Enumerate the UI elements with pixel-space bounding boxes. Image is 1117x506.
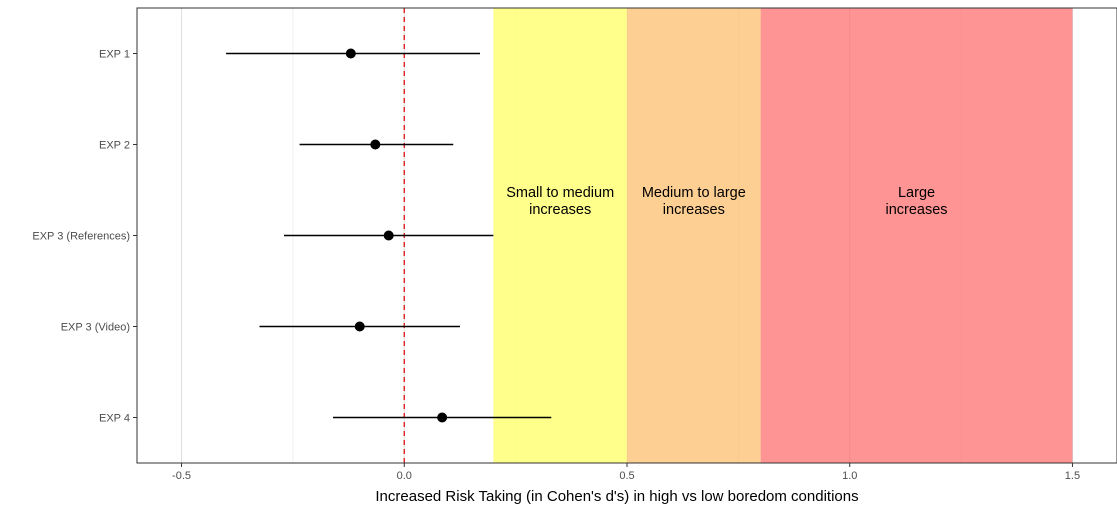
band-label-2-line-2: increases (663, 202, 725, 218)
y-tick-label: EXP 3 (Video) (61, 322, 130, 334)
point-estimate (437, 412, 448, 423)
point-estimate (345, 48, 356, 59)
x-axis: -0.5 0.0 0.5 1.0 1.5 (172, 463, 1080, 482)
band-label-1-line-1: Small to medium (506, 185, 614, 201)
point-estimate (383, 230, 394, 241)
effect-band-2 (627, 8, 761, 463)
x-axis-title: Increased Risk Taking (in Cohen's d's) i… (375, 488, 858, 505)
band-label-3-line-1: Large (898, 185, 935, 201)
point-estimate (370, 139, 381, 150)
x-tick-label: 1.5 (1065, 470, 1080, 482)
y-axis: EXP 1 EXP 2 EXP 3 (References) EXP 3 (Video… (32, 49, 137, 425)
x-tick-label: -0.5 (172, 470, 191, 482)
x-tick-label: 1.0 (842, 470, 857, 482)
band-label-1-line-2: increases (529, 202, 591, 218)
x-tick-label: 0.0 (397, 470, 412, 482)
y-tick-label: EXP 1 (99, 49, 130, 61)
band-label-3-line-2: increases (886, 202, 948, 218)
y-tick-label: EXP 4 (99, 413, 130, 425)
effect-band-3 (760, 8, 1073, 463)
effect-band-1 (493, 8, 627, 463)
band-label-2-line-1: Medium to large (642, 185, 746, 201)
y-tick-label: EXP 2 (99, 140, 130, 152)
estimates-layer (226, 48, 552, 423)
point-estimate (354, 321, 365, 332)
y-tick-label: EXP 3 (References) (32, 231, 130, 243)
x-tick-label: 0.5 (619, 470, 634, 482)
